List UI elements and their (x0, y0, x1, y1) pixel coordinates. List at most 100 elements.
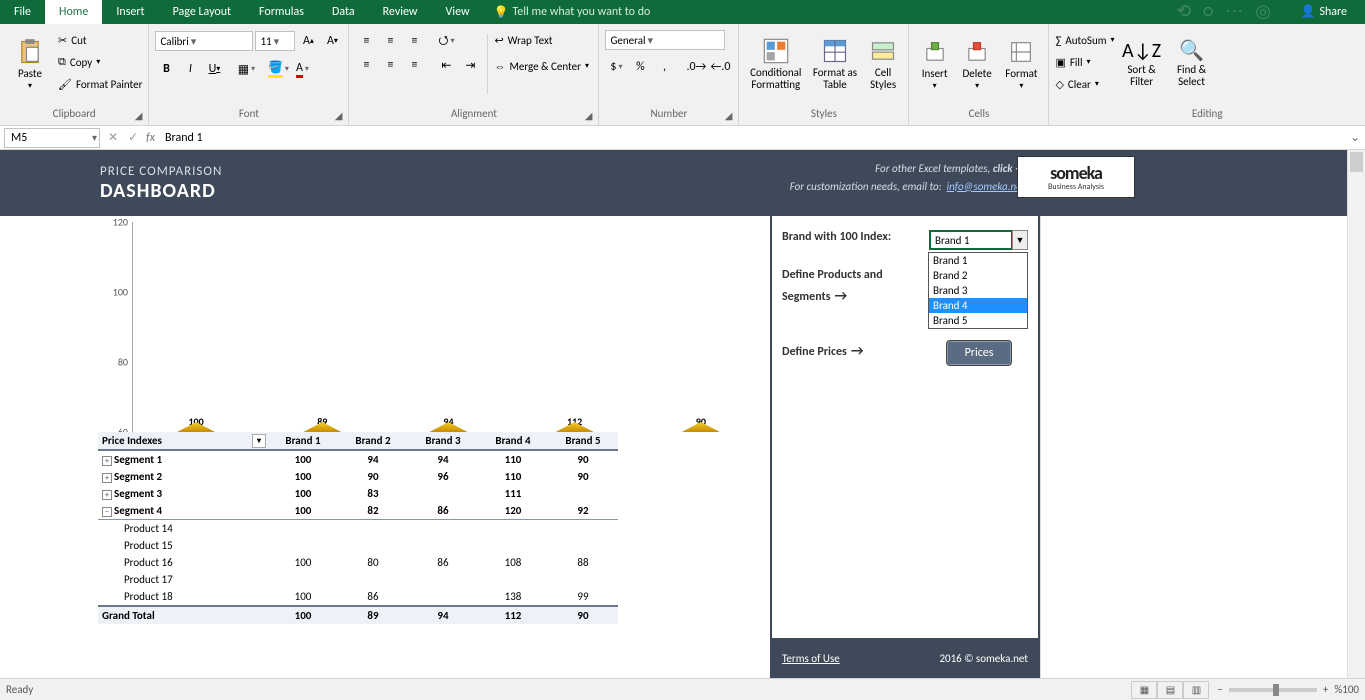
tab-view[interactable]: View (432, 0, 484, 24)
border-button[interactable]: ▦ (235, 58, 257, 80)
terms-link[interactable]: Terms of Use (782, 652, 840, 665)
italic-button[interactable]: I (179, 58, 201, 80)
table-row[interactable]: Product 15 (98, 537, 618, 554)
tab-home[interactable]: Home (45, 0, 102, 24)
tab-pagelayout[interactable]: Page Layout (159, 0, 245, 24)
increase-decimal-button[interactable]: .0→ (685, 56, 707, 78)
fx-icon[interactable]: fx (146, 131, 155, 145)
number-format-select[interactable]: General▾ (605, 30, 725, 50)
tab-insert[interactable]: Insert (102, 0, 158, 24)
email-link[interactable]: info@someka.net (947, 180, 1025, 193)
font-family-select[interactable]: Calibri▾ (155, 31, 253, 51)
dropdown-option[interactable]: Brand 4 (929, 298, 1027, 313)
cell-styles-button[interactable]: Cell Styles (864, 30, 903, 98)
filter-icon[interactable]: ▾ (252, 434, 266, 448)
font-size-select[interactable]: 11▾ (255, 31, 295, 51)
brand-index-dropdown-button[interactable]: ▼ (1012, 230, 1028, 250)
merge-center-button[interactable]: ⇔Merge & Center ▾ (494, 56, 589, 76)
delete-cells-button[interactable]: Delete▾ (958, 30, 996, 98)
left-pane: 1201008060 100899411290 Price Indexes▾Br… (0, 216, 770, 678)
table-row[interactable]: Product 14 (98, 520, 618, 538)
dash-title2: DASHBOARD (100, 179, 222, 203)
dropdown-option[interactable]: Brand 5 (929, 313, 1027, 328)
view-normal-button[interactable]: ▦ (1131, 681, 1157, 699)
align-left-button[interactable]: ≡ (355, 54, 377, 76)
format-painter-button[interactable]: 🖌Format Painter (58, 74, 142, 94)
table-row[interactable]: +Segment 1100949411090 (98, 450, 618, 468)
fill-button[interactable]: ▣Fill ▾ (1055, 52, 1114, 72)
tab-file[interactable]: File (0, 0, 45, 24)
group-number: General▾ $ % , .0→ ←.0 Number◢ (599, 24, 739, 125)
fill-color-button[interactable]: 🪣 (267, 58, 289, 80)
comma-button[interactable]: , (653, 56, 675, 78)
bold-button[interactable]: B (155, 58, 177, 80)
font-label: Font (239, 107, 259, 120)
font-launcher[interactable]: ◢ (335, 109, 343, 123)
autosum-button[interactable]: ∑AutoSum ▾ (1055, 30, 1114, 50)
view-pagebreak-button[interactable]: ▥ (1183, 681, 1209, 699)
copy-button[interactable]: ⧉Copy▾ (58, 52, 142, 72)
align-bottom-button[interactable]: ≡ (403, 30, 425, 52)
find-select-button[interactable]: 🔍Find & Select (1169, 30, 1215, 98)
table-row[interactable]: Product 17 (98, 571, 618, 588)
table-row[interactable]: Product 16100808610888 (98, 554, 618, 571)
share-button[interactable]: 👤Share (1288, 0, 1359, 24)
sort-filter-button[interactable]: A↓ZSort & Filter (1119, 30, 1165, 98)
paste-button[interactable]: Paste▾ (6, 30, 54, 98)
decrease-decimal-button[interactable]: ←.0 (709, 56, 731, 78)
formula-input[interactable] (161, 128, 1345, 148)
alignment-launcher[interactable]: ◢ (585, 109, 593, 123)
table-row[interactable]: Product 181008613899 (98, 588, 618, 606)
align-middle-button[interactable]: ≡ (379, 30, 401, 52)
table-row[interactable]: +Segment 310083111 (98, 485, 618, 502)
brand-index-combo[interactable]: Brand 1 (929, 230, 1013, 250)
grand-total-row: Grand Total100899411290 (98, 606, 618, 624)
format-cells-button[interactable]: Format▾ (1000, 30, 1042, 98)
tab-formulas[interactable]: Formulas (245, 0, 318, 24)
underline-button[interactable]: U▾ (203, 58, 225, 80)
conditional-formatting-button[interactable]: Conditional Formatting (745, 30, 806, 98)
enter-formula-button[interactable]: ✓ (128, 130, 138, 145)
name-box[interactable]: M5▾ (4, 128, 100, 148)
cut-button[interactable]: ✂Cut (58, 30, 142, 50)
brand-index-label: Brand with 100 Index: (782, 230, 891, 244)
menu-tabs: File Home Insert Page Layout Formulas Da… (0, 0, 1365, 24)
zoom-out-button[interactable]: − (1217, 683, 1222, 696)
brand-dropdown-list[interactable]: Brand 1Brand 2Brand 3Brand 4Brand 5 (928, 252, 1028, 329)
zoom-in-button[interactable]: + (1323, 683, 1328, 696)
view-pagelayout-button[interactable]: ▤ (1157, 681, 1183, 699)
expand-formula-button[interactable]: ⌄ (1345, 130, 1365, 145)
cancel-formula-button[interactable]: ✕ (108, 130, 118, 145)
insert-cells-button[interactable]: Insert▾ (915, 30, 953, 98)
align-right-button[interactable]: ≡ (403, 54, 425, 76)
clear-button[interactable]: ◇Clear ▾ (1055, 74, 1114, 94)
align-top-button[interactable]: ≡ (355, 30, 377, 52)
dropdown-option[interactable]: Brand 3 (929, 283, 1027, 298)
accounting-button[interactable]: $ (605, 56, 627, 78)
tab-review[interactable]: Review (369, 0, 432, 24)
zoom-slider[interactable] (1229, 688, 1317, 692)
align-center-button[interactable]: ≡ (379, 54, 401, 76)
control-panel: Brand with 100 Index: Brand 1 ▼ Brand 1B… (770, 216, 1040, 678)
font-color-button[interactable]: A (291, 58, 313, 80)
vertical-scrollbar[interactable] (1347, 150, 1365, 678)
table-row[interactable]: +Segment 2100909611090 (98, 468, 618, 485)
format-as-table-button[interactable]: Format as Table (810, 30, 860, 98)
number-launcher[interactable]: ◢ (725, 109, 733, 123)
clipboard-launcher[interactable]: ◢ (135, 109, 143, 123)
prices-button[interactable]: Prices (946, 340, 1012, 366)
zoom-value[interactable]: %100 (1334, 683, 1359, 696)
dropdown-option[interactable]: Brand 2 (929, 268, 1027, 283)
percent-button[interactable]: % (629, 56, 651, 78)
table-row[interactable]: −Segment 4100828612092 (98, 502, 618, 520)
alignment-label: Alignment (451, 107, 497, 120)
tell-me[interactable]: 💡Tell me what you want to do (484, 0, 661, 24)
decrease-indent-button[interactable]: ⇤ (435, 54, 457, 76)
orientation-button[interactable]: ⭯ (435, 30, 457, 52)
dropdown-option[interactable]: Brand 1 (929, 253, 1027, 268)
increase-font-button[interactable]: A▴ (297, 30, 319, 52)
wrap-text-button[interactable]: ↩Wrap Text (494, 30, 589, 50)
tab-data[interactable]: Data (318, 0, 369, 24)
increase-indent-button[interactable]: ⇥ (459, 54, 481, 76)
decrease-font-button[interactable]: A▾ (321, 30, 343, 52)
